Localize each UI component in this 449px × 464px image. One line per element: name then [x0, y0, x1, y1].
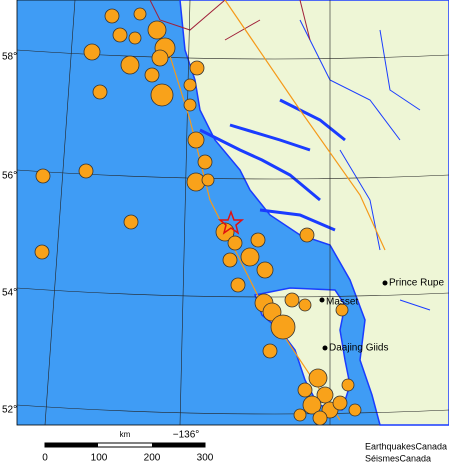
scale-bar-segment	[45, 443, 98, 447]
earthquake	[298, 298, 312, 312]
earthquake	[299, 227, 315, 243]
earthquake	[197, 154, 213, 170]
credit: SéismesCanada	[365, 453, 431, 463]
border	[149, 0, 311, 41]
earthquake	[335, 303, 349, 317]
lon-label: −136°	[173, 430, 200, 441]
earthquake	[120, 55, 140, 75]
earthquake	[183, 98, 197, 112]
earthquake	[34, 244, 50, 260]
scale-bar-segment	[152, 443, 205, 447]
earthquake	[284, 292, 300, 308]
place-dot	[319, 297, 325, 303]
earthquake	[147, 20, 167, 40]
earthquake	[348, 403, 362, 417]
earthquake	[92, 84, 108, 100]
earthquake	[308, 368, 328, 388]
scale-tick: 300	[197, 453, 214, 464]
earthquake	[123, 214, 139, 230]
scale-tick: 100	[91, 453, 108, 464]
scale-tick: 0	[42, 453, 48, 464]
earthquake	[104, 8, 120, 24]
mainland	[179, 0, 449, 426]
earthquake	[128, 31, 142, 45]
lat-label: 52°	[2, 405, 17, 416]
earthquake	[297, 382, 313, 398]
earthquake	[112, 27, 128, 43]
earthquake	[341, 378, 355, 392]
earthquake	[240, 247, 260, 267]
epicenter-star	[217, 209, 245, 235]
credit: EarthquakesCanada	[365, 441, 447, 451]
earthquakes	[34, 7, 362, 426]
earthquake	[316, 386, 334, 404]
fault-lines	[164, 0, 386, 421]
earthquake	[256, 261, 274, 279]
earthquake	[150, 83, 174, 107]
earthquake	[312, 410, 328, 426]
lat-label: 58°	[2, 52, 17, 63]
earthquake	[262, 343, 278, 359]
place-label: Daajing Giids	[329, 343, 388, 354]
earthquake	[133, 7, 147, 21]
earthquake	[201, 173, 215, 187]
rivers	[299, 19, 431, 311]
place-label: Masset	[326, 297, 358, 308]
place-label: Prince Rupe	[389, 278, 444, 289]
lat-label: 56°	[2, 171, 17, 182]
earthquake	[189, 60, 205, 76]
earthquake	[332, 395, 348, 411]
earthquake	[187, 131, 205, 149]
earthquake	[302, 395, 322, 415]
earthquake	[227, 235, 243, 251]
earthquake	[35, 168, 51, 184]
earthquake	[250, 232, 266, 248]
earthquake	[78, 163, 94, 179]
earthquake	[270, 314, 296, 340]
graticule	[16, 0, 449, 426]
earthquake	[293, 408, 307, 422]
earthquake	[83, 43, 101, 61]
earthquake	[222, 252, 238, 268]
place-dot	[322, 345, 328, 351]
earthquake	[230, 277, 246, 293]
earthquake	[151, 49, 169, 67]
inlets	[199, 98, 346, 232]
scale-unit: km	[120, 430, 131, 439]
place-dot	[382, 280, 388, 286]
scale-tick: 200	[144, 453, 161, 464]
lat-label: 54°	[2, 288, 17, 299]
earthquake	[183, 78, 197, 92]
earthquake	[144, 67, 160, 83]
